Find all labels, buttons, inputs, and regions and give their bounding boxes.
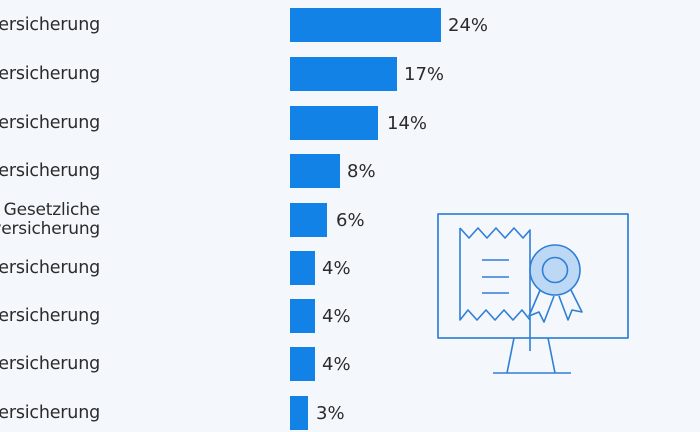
- chart-row-privathaftpflicht: Privathaftpflichtversicherung 17%: [0, 57, 520, 91]
- category-label-line1: Gesetzliche: [3, 200, 101, 220]
- value-label: 24%: [448, 14, 489, 36]
- chart-row-gesetzliche-kranken: Gesetzliche Krankenversicherung 6%: [0, 200, 520, 239]
- value-label: 17%: [404, 63, 445, 85]
- value-label: 6%: [336, 209, 365, 231]
- category-label: Lebensversicherung: [0, 306, 100, 326]
- bar: [290, 57, 397, 91]
- value-label: 4%: [322, 257, 351, 279]
- category-label: Gesetzliche Krankenversicherung: [0, 200, 101, 239]
- chart-row-hausrat: Hausratversicherung 14%: [0, 106, 520, 140]
- bar: [290, 299, 315, 333]
- category-label-line2: Krankenversicherung: [0, 219, 100, 239]
- chart-row-lebens: Lebensversicherung 4%: [0, 299, 520, 333]
- chart-row-unfall: Unfallversicherung 4%: [0, 251, 520, 285]
- category-label: Unfallversicherung: [0, 258, 100, 278]
- chart-row-wohngebaeude: Wohngebäudeversicherung 4%: [0, 347, 520, 381]
- chart-row-private-kranken: Private Krankenversicherung 3%: [0, 396, 520, 430]
- bar: [290, 106, 378, 140]
- bar: [290, 251, 315, 285]
- category-label: Privathaftpflichtversicherung: [0, 64, 100, 84]
- value-label: 4%: [322, 353, 351, 375]
- value-label: 3%: [316, 402, 345, 424]
- certificate-on-monitor-icon: [437, 213, 629, 374]
- category-label: Wohngebäudeversicherung: [0, 354, 100, 374]
- chart-row-kfz: Kfz-Versicherung 24%: [0, 8, 520, 42]
- bar: [290, 203, 327, 237]
- value-label: 8%: [347, 160, 376, 182]
- bar: [290, 154, 340, 188]
- bar: [290, 8, 441, 42]
- category-label: Kfz-Versicherung: [0, 15, 100, 35]
- category-label: Rechtsschutzversicherung: [0, 161, 100, 181]
- value-label: 14%: [387, 112, 428, 134]
- value-label: 4%: [322, 305, 351, 327]
- category-label: Hausratversicherung: [0, 113, 100, 133]
- bar: [290, 396, 308, 430]
- chart-row-rechtsschutz: Rechtsschutzversicherung 8%: [0, 154, 520, 188]
- bar: [290, 347, 315, 381]
- category-label: Private Krankenversicherung: [0, 403, 100, 423]
